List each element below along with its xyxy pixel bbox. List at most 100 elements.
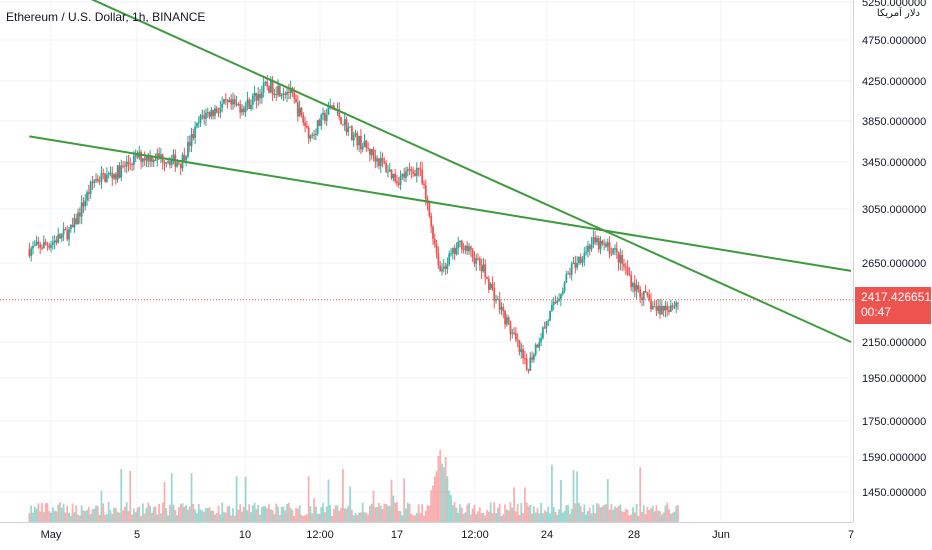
volume-bar-351: [660, 514, 663, 522]
volume-bar-159: [314, 506, 317, 522]
y-tick-label-4: 3450.000000: [862, 157, 926, 169]
candle-body-108: [223, 99, 225, 104]
candle-body-142: [284, 93, 287, 95]
candle-body-73: [160, 154, 162, 157]
trendline-1[interactable]: [73, 0, 852, 343]
candle-body-356: [669, 305, 672, 312]
volume-bar-254: [486, 509, 488, 522]
volume-bar-345: [650, 508, 652, 522]
candle-body-294: [558, 298, 561, 301]
volume-bar-259: [495, 513, 497, 522]
candle-body-117: [239, 104, 242, 113]
candle-body-187: [365, 140, 368, 148]
candle-body-249: [477, 258, 479, 260]
candle-body-280: [532, 354, 535, 360]
candle-body-185: [361, 146, 364, 150]
volume-bar-258: [493, 502, 496, 522]
candle-body-67: [149, 155, 151, 162]
volume-bar-238: [457, 512, 460, 522]
volume-bar-269: [513, 487, 515, 522]
candle-body-218: [421, 169, 424, 184]
volume-bar-131: [264, 506, 267, 522]
candle-body-208: [403, 173, 406, 178]
candle-body-193: [376, 158, 379, 162]
volume-bar-22: [68, 512, 70, 522]
candle-body-211: [408, 169, 411, 171]
candle-body-340: [641, 297, 643, 300]
volume-bar-278: [529, 505, 532, 522]
candle-body-101: [210, 109, 213, 117]
candle-body-116: [237, 103, 240, 105]
candle-body-172: [338, 109, 341, 118]
x-tick-label-9: 7: [848, 529, 854, 541]
candle-body-126: [255, 93, 258, 101]
volume-bar-314: [594, 513, 597, 522]
volume-bar-325: [614, 506, 616, 522]
volume-bar-139: [278, 515, 281, 522]
candle-body-223: [430, 215, 433, 227]
candle-body-216: [417, 167, 420, 170]
volume-bar-344: [648, 509, 651, 522]
candle-body-66: [147, 155, 150, 162]
volume-bar-86: [183, 507, 186, 522]
candle-body-41: [102, 173, 105, 175]
volume-bar-109: [224, 512, 227, 522]
volume-bar-281: [534, 512, 537, 522]
candle-body-314: [594, 237, 597, 243]
candle-body-78: [169, 161, 171, 165]
candle-body-230: [442, 266, 445, 269]
candle-body-17: [59, 234, 61, 239]
x-tick-label-0: May: [41, 529, 62, 541]
trendline-0[interactable]: [29, 135, 852, 272]
candle-body-162: [320, 114, 323, 126]
volume-bar-26: [75, 505, 78, 522]
volume-bar-355: [668, 509, 670, 522]
volume-bar-251: [480, 513, 483, 522]
volume-bar-252: [482, 512, 485, 522]
volume-bar-160: [316, 513, 319, 522]
candle-body-168: [331, 105, 333, 107]
candle-body-203: [394, 173, 397, 182]
volume-bar-242: [464, 512, 467, 522]
candle-body-353: [664, 305, 667, 311]
volume-bar-333: [628, 515, 631, 522]
volume-bar-78: [169, 504, 171, 522]
candle-body-86: [183, 154, 186, 161]
candle-body-232: [446, 263, 449, 269]
volume-bar-233: [448, 490, 451, 522]
candle-body-28: [78, 212, 81, 217]
candle-body-226: [435, 243, 438, 254]
volume-bar-136: [273, 514, 276, 522]
volume-bar-210: [406, 502, 409, 522]
volume-bar-108: [223, 511, 225, 522]
volume-bar-176: [345, 508, 348, 522]
volume-bar-74: [161, 502, 164, 522]
volume-bar-266: [507, 510, 510, 522]
candle-body-213: [412, 171, 415, 174]
volume-bar-317: [599, 507, 602, 522]
candle-body-75: [163, 162, 166, 164]
volume-bar-12: [50, 512, 52, 522]
candle-body-122: [248, 99, 251, 109]
candle-body-212: [410, 169, 413, 172]
volume-bar-94: [197, 504, 200, 522]
candle-body-354: [666, 305, 669, 311]
volume-bar-353: [664, 505, 667, 522]
candle-body-345: [650, 300, 652, 310]
volume-bar-240: [460, 507, 463, 522]
candle-body-238: [457, 241, 460, 249]
x-tick-label-1: 5: [134, 529, 140, 541]
volume-bar-158: [313, 498, 315, 522]
volume-bar-161: [318, 513, 321, 522]
volume-bar-201: [390, 479, 393, 522]
volume-bar-147: [293, 515, 296, 522]
candle-body-303: [574, 262, 577, 268]
volume-bar-215: [415, 513, 418, 522]
candle-body-125: [253, 93, 256, 96]
volume-bar-170: [334, 505, 337, 522]
volume-bar-41: [102, 503, 105, 522]
volume-bar-93: [196, 513, 198, 522]
candle-body-129: [260, 92, 263, 99]
